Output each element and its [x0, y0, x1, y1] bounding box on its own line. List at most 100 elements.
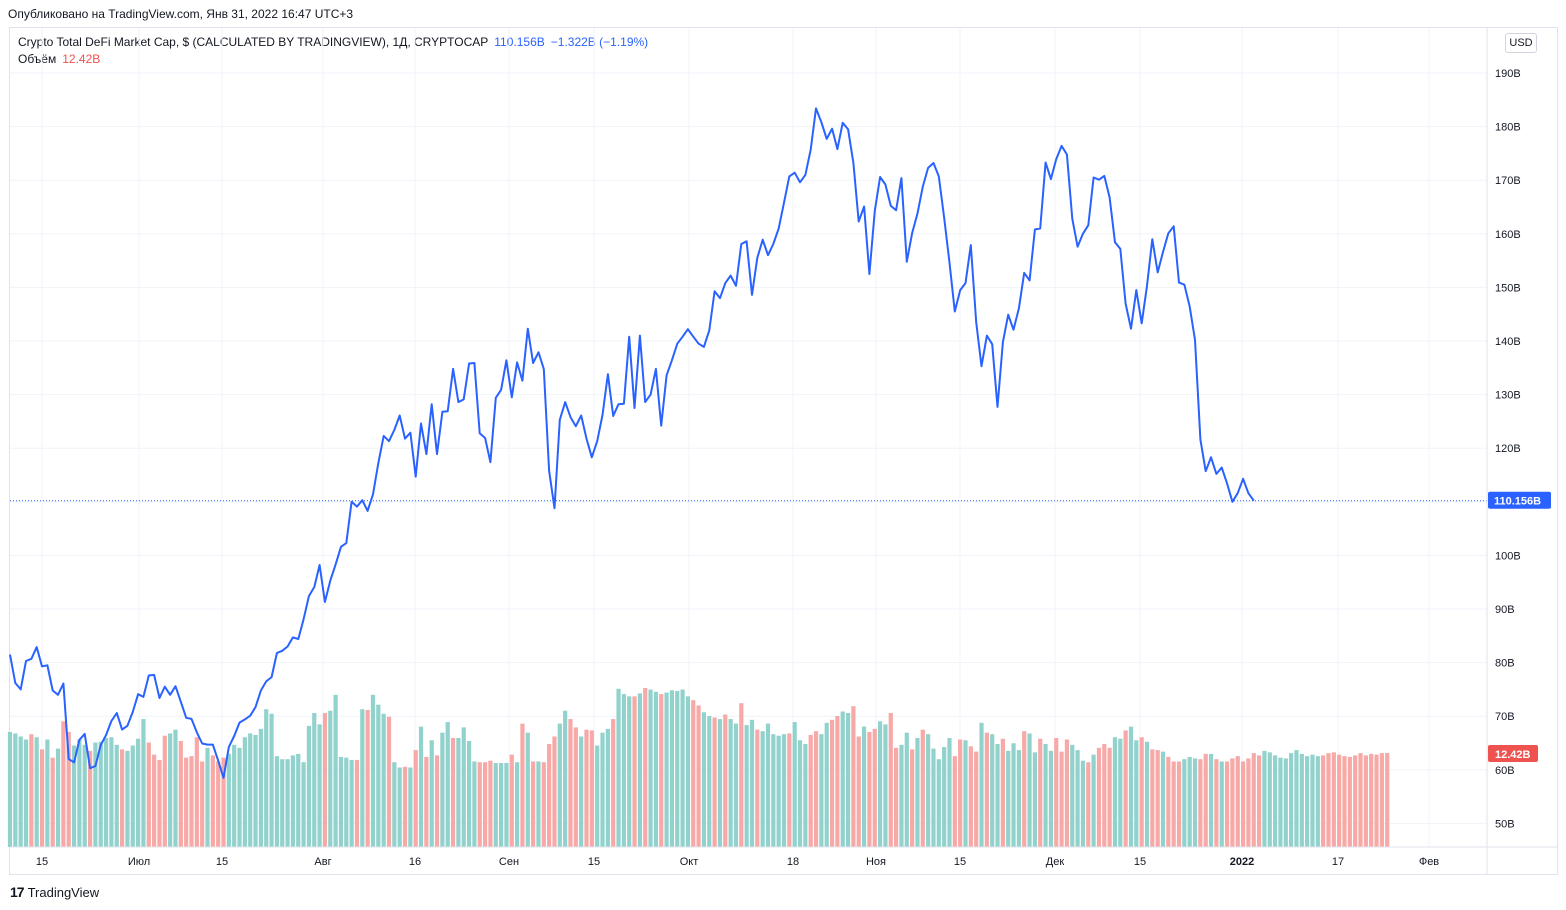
y-tick-label: 120B [1495, 443, 1521, 455]
volume-bar [883, 724, 888, 847]
volume-bar [755, 729, 760, 847]
volume-bar [632, 696, 637, 847]
volume-bar [589, 730, 594, 847]
volume-bar [1379, 753, 1384, 847]
volume-bar [1000, 738, 1005, 847]
volume-legend[interactable]: Объём 12.42B [18, 52, 100, 66]
volume-bar [1374, 754, 1379, 847]
volume-bar [1016, 750, 1021, 847]
currency-button[interactable]: USD [1505, 33, 1537, 53]
volume-bar [952, 756, 957, 847]
volume-bar [888, 713, 893, 847]
volume-bar [1273, 755, 1278, 847]
volume-bar [61, 721, 66, 847]
volume-bar [1134, 740, 1139, 847]
x-tick-label: Июл [128, 856, 150, 868]
volume-bar [1150, 749, 1155, 847]
x-tick-label: 15 [1134, 856, 1146, 868]
volume-bar [803, 744, 808, 847]
volume-bar [771, 734, 776, 847]
tradingview-logo-icon: 17 [10, 884, 25, 900]
volume-bar [1086, 762, 1091, 847]
volume-bar [974, 751, 979, 847]
volume-bar [274, 756, 279, 847]
volume-bar [723, 714, 728, 847]
y-axis[interactable]: 190B180B170B160B150B140B130B120B110B100B… [1495, 68, 1521, 830]
volume-bar [680, 689, 685, 847]
volume-bar [840, 711, 845, 847]
volume-bar [1166, 756, 1171, 847]
volume-bar [344, 757, 349, 847]
volume-bar [835, 716, 840, 847]
volume-bar [18, 736, 23, 847]
volume-bar [237, 747, 242, 847]
volume-bar [947, 737, 952, 847]
volume-bar [1139, 737, 1144, 847]
volume-bar [819, 734, 824, 847]
volume-bar [360, 709, 365, 847]
volume-bar [1315, 756, 1320, 847]
volume-bar [1043, 744, 1048, 847]
y-tick-label: 160B [1495, 229, 1521, 241]
x-tick-label: Фев [1419, 856, 1439, 868]
volume-bar [472, 761, 477, 847]
volume-bar [595, 745, 600, 847]
symbol-legend[interactable]: Crypto Total DeFi Market Cap, $ (CALCULA… [18, 35, 648, 49]
volume-bar [573, 727, 578, 847]
volume-bar [926, 734, 931, 847]
volume-bar [103, 737, 109, 847]
x-axis[interactable]: 15 Июл 15 Авг 16 Сен 15 Окт 18 Ноя 15 Дек 15 2022 17 Фе… [36, 856, 1439, 868]
volume-bar [797, 740, 803, 847]
volume-value: 12.42B [62, 52, 101, 66]
y-tick-label: 150B [1495, 282, 1521, 294]
volume-bar [1310, 754, 1315, 847]
volume-bar [525, 732, 530, 847]
volume-bar [77, 739, 82, 847]
volume-bar [1022, 731, 1027, 847]
volume-bar [861, 726, 867, 847]
x-tick-label: 15 [588, 856, 600, 868]
x-tick-label: 15 [216, 856, 228, 868]
volume-bar [813, 731, 819, 847]
volume-bar [1155, 750, 1160, 847]
volume-bar [7, 731, 13, 847]
volume-bar [296, 753, 301, 847]
volume-bar [520, 723, 525, 847]
volume-bar [306, 725, 312, 847]
volume-bar [418, 726, 424, 847]
volume-bar [963, 740, 968, 847]
volume-bar [338, 756, 344, 847]
y-tick-label: 170B [1495, 175, 1521, 187]
volume-bar [1283, 758, 1288, 847]
last-volume-tag-text: 12.42B [1495, 749, 1531, 761]
volume-bar [125, 750, 130, 847]
volume-bar [392, 762, 397, 847]
volume-bar [936, 759, 941, 847]
volume-bar [808, 734, 813, 847]
volume-bar [1182, 759, 1187, 847]
footer-brand[interactable]: 17 TradingView [10, 884, 99, 900]
volume-bars [7, 688, 1390, 847]
volume-bar [1059, 751, 1064, 847]
volume-bar [669, 690, 675, 847]
volume-bar [232, 744, 237, 847]
volume-bar [979, 722, 984, 847]
volume-bar [637, 693, 642, 847]
symbol-title: Crypto Total DeFi Market Cap, $ (CALCULA… [18, 35, 489, 49]
volume-bar [87, 750, 93, 847]
volume-bar [370, 694, 376, 847]
volume-bar [653, 691, 658, 847]
volume-bar [1363, 755, 1368, 847]
volume-bar [1070, 744, 1075, 847]
volume-bar [1278, 757, 1283, 847]
x-tick-label: 15 [954, 856, 966, 868]
volume-bar [482, 762, 488, 847]
volume-bar [1080, 760, 1086, 847]
volume-bar [248, 733, 253, 847]
volume-bar [856, 736, 861, 847]
y-tick-label: 80B [1495, 658, 1515, 670]
volume-bar [701, 712, 707, 847]
volume-bar [664, 692, 669, 847]
volume-bar [1267, 752, 1272, 847]
